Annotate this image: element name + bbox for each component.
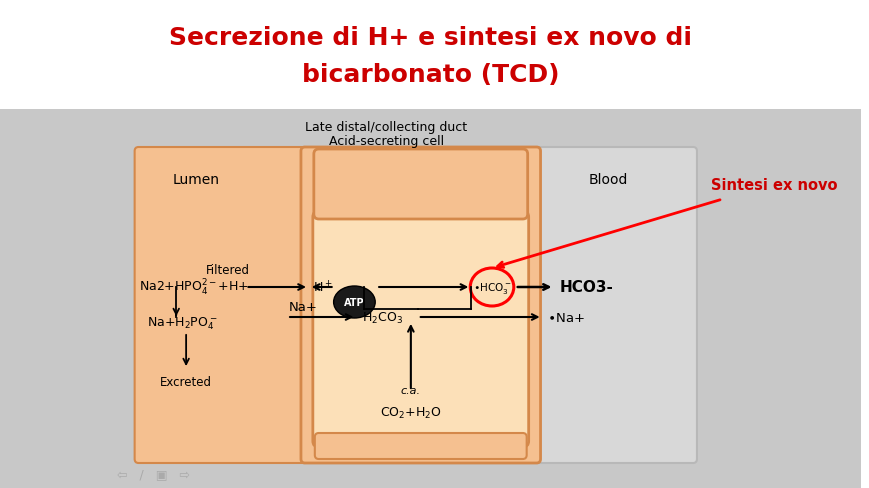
Text: H$^+$: H$^+$	[313, 280, 332, 295]
Text: Lumen: Lumen	[172, 173, 219, 186]
Text: HCO3-: HCO3-	[559, 280, 613, 295]
Text: Sintesi ex novo: Sintesi ex novo	[710, 177, 836, 192]
FancyBboxPatch shape	[314, 150, 527, 220]
Text: $\mathregular{\bullet}$HCO$_3^-$: $\mathregular{\bullet}$HCO$_3^-$	[472, 280, 511, 295]
Text: H$_2$CO$_3$: H$_2$CO$_3$	[362, 310, 403, 325]
Bar	[0, 110, 860, 488]
FancyBboxPatch shape	[135, 148, 308, 463]
FancyBboxPatch shape	[313, 212, 528, 447]
Text: Acid-secreting cell: Acid-secreting cell	[328, 134, 443, 147]
Text: CO$_2$+H$_2$O: CO$_2$+H$_2$O	[380, 405, 441, 420]
Text: Excreted: Excreted	[160, 375, 212, 387]
Text: ATP: ATP	[344, 297, 364, 307]
Text: Late distal/collecting duct: Late distal/collecting duct	[305, 121, 467, 134]
Ellipse shape	[333, 286, 375, 318]
Text: Blood: Blood	[587, 173, 627, 186]
Text: Na+: Na+	[289, 301, 317, 313]
FancyBboxPatch shape	[301, 148, 540, 463]
Text: Na+H$_2$PO$_4^-$: Na+H$_2$PO$_4^-$	[146, 315, 216, 331]
Text: $\bullet$Na+: $\bullet$Na+	[547, 311, 585, 324]
FancyBboxPatch shape	[532, 148, 696, 463]
Text: Secrezione di H+ e sintesi ex novo di: Secrezione di H+ e sintesi ex novo di	[169, 26, 692, 50]
Text: ⇦   /   ▣   ⇨: ⇦ / ▣ ⇨	[116, 468, 189, 481]
Text: Na2+HPO$_4^{2-}$+H+: Na2+HPO$_4^{2-}$+H+	[138, 277, 249, 298]
Text: bicarbonato (TCD): bicarbonato (TCD)	[302, 63, 559, 87]
Text: c.a.: c.a.	[401, 385, 421, 395]
FancyBboxPatch shape	[315, 433, 526, 459]
Text: Filtered: Filtered	[205, 263, 249, 276]
